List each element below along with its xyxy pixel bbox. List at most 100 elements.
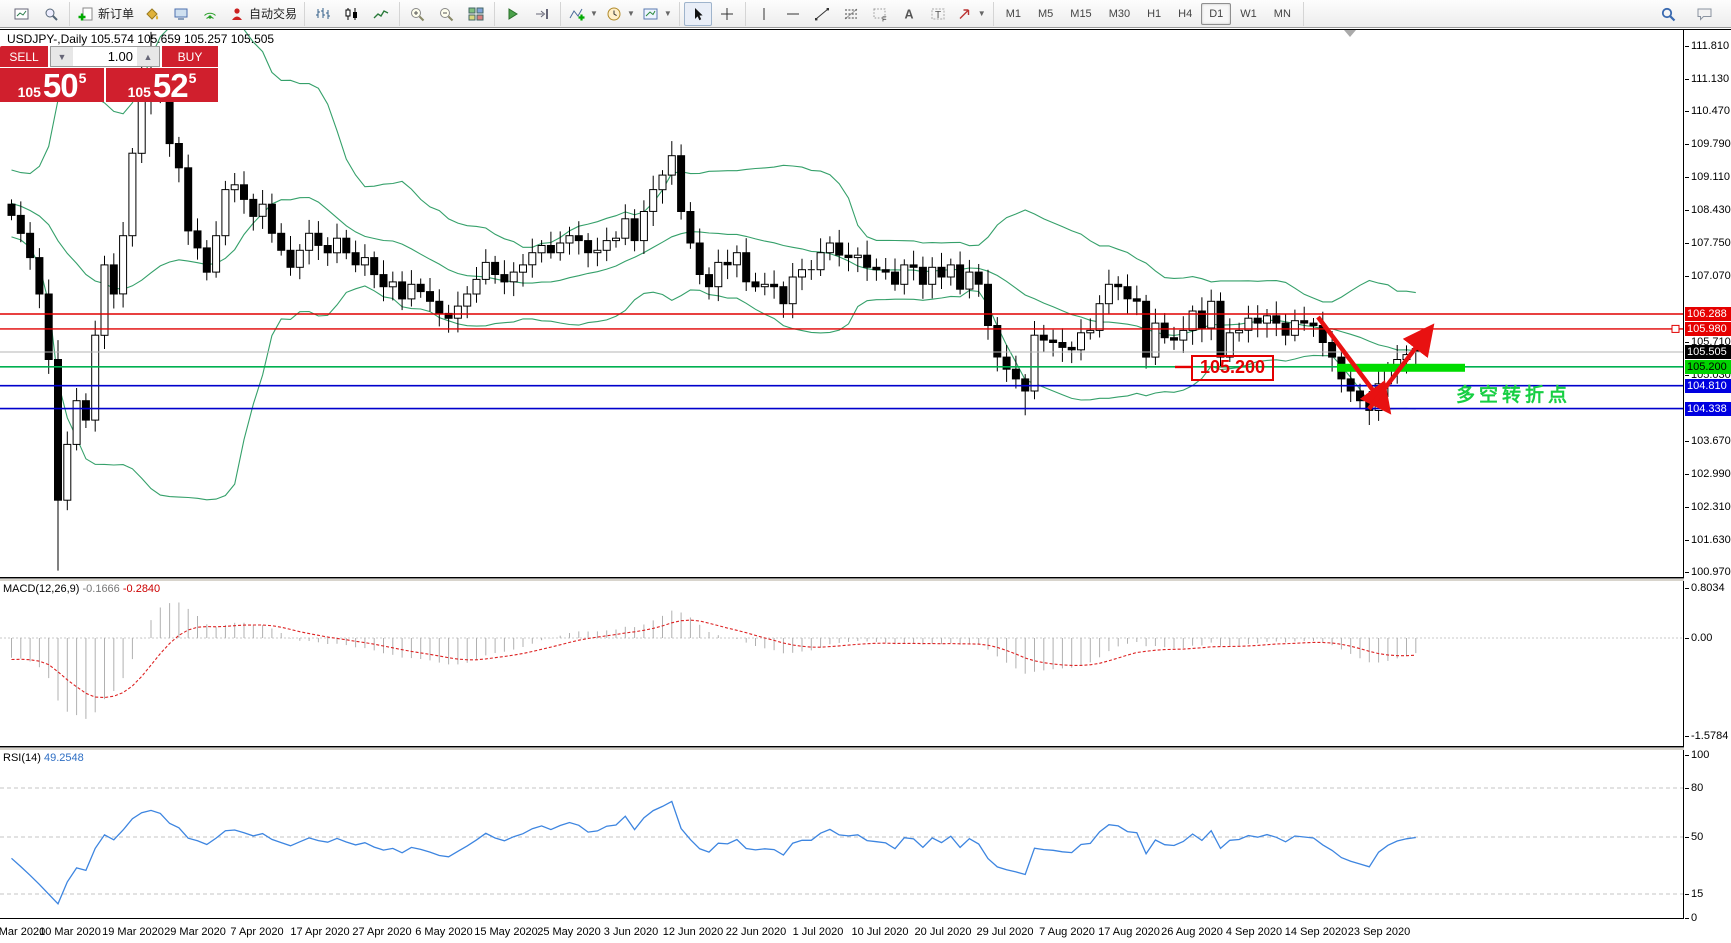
- rsi-canvas[interactable]: [0, 750, 1683, 918]
- terminal-icon: [172, 6, 190, 22]
- svg-text:A: A: [904, 7, 913, 21]
- volume-input[interactable]: 1.00: [107, 49, 133, 64]
- zoom-out-button[interactable]: [433, 2, 461, 26]
- search-icon: [1660, 6, 1678, 22]
- timeframe-W1-button[interactable]: W1: [1240, 7, 1257, 20]
- rsi-label: RSI(14) 49.2548: [3, 752, 84, 764]
- date-label: 22 Jun 2020: [725, 926, 787, 938]
- sell-price-display[interactable]: 105 50 5: [0, 68, 104, 102]
- tile-windows-button[interactable]: [462, 2, 490, 26]
- vertical-line-button[interactable]: [750, 2, 778, 26]
- indicators-button[interactable]: ▼: [565, 2, 601, 26]
- candle-chart-button[interactable]: [338, 2, 366, 26]
- sell-button[interactable]: SELL: [0, 46, 48, 67]
- axis-tick: [1685, 243, 1689, 244]
- buy-button[interactable]: BUY: [162, 46, 218, 67]
- pane-splitter[interactable]: [0, 747, 1684, 750]
- timeframe-H1-button[interactable]: H1: [1147, 7, 1162, 20]
- axis-tick: [1685, 474, 1689, 475]
- one-click-trade-panel: SELL ▼ 1.00 ▲ BUY 105 50 5 105 52 5: [0, 46, 218, 102]
- chat-button[interactable]: [1691, 2, 1719, 26]
- date-label: 27 Apr 2020: [352, 926, 412, 938]
- volume-increase-button[interactable]: ▲: [137, 47, 159, 66]
- volume-decrease-button[interactable]: ▼: [51, 47, 73, 66]
- macd-tick-label: 0.00: [1691, 632, 1713, 644]
- cursor-button[interactable]: [683, 1, 712, 26]
- horizontal-line-button[interactable]: [779, 2, 807, 26]
- terminal-button[interactable]: [167, 2, 195, 26]
- axis-tick: [1685, 638, 1689, 639]
- templates-button[interactable]: ▼: [639, 2, 675, 26]
- timeframe-M30-button[interactable]: M30: [1108, 7, 1131, 20]
- auto-scroll-button[interactable]: [499, 2, 527, 26]
- trend-line-button[interactable]: [808, 2, 836, 26]
- axis-tick: [1685, 111, 1689, 112]
- toolbar-group: [495, 1, 562, 26]
- styler-button[interactable]: [138, 2, 166, 26]
- indicators-icon: [568, 6, 586, 22]
- price-chart-canvas[interactable]: [0, 30, 1683, 577]
- macd-tick-label: 0.8034: [1691, 582, 1725, 594]
- text-label-icon: T: [929, 6, 947, 22]
- date-label: 23 Sep 2020: [1347, 926, 1411, 938]
- price-tag-105.200: 105.200: [1685, 360, 1731, 374]
- timeframe-M15-button[interactable]: M15: [1070, 7, 1092, 20]
- sell-price-pips: 50: [42, 67, 79, 104]
- macd-pane[interactable]: MACD(12,26,9) -0.1666 -0.2840: [0, 581, 1684, 747]
- buy-price-point: 5: [188, 70, 197, 86]
- zoom-in-button[interactable]: [404, 2, 432, 26]
- search-button[interactable]: [1655, 2, 1683, 26]
- price-tick-label: 107.750: [1691, 237, 1731, 249]
- new-order-button[interactable]: 新订单: [74, 2, 137, 26]
- turning-point-annotation[interactable]: 多空转折点: [1456, 385, 1572, 406]
- axis-tick: [1685, 755, 1689, 756]
- bar-chart-button[interactable]: [309, 2, 337, 26]
- timeframe-M1-button[interactable]: M1: [1005, 7, 1021, 20]
- new-order-icon: [77, 6, 95, 22]
- profile-search-button[interactable]: [37, 2, 65, 26]
- text-label-button[interactable]: T: [924, 2, 952, 26]
- buy-price-display[interactable]: 105 52 5: [106, 68, 218, 102]
- periods-icon: [605, 6, 623, 22]
- date-label: 6 May 2020: [415, 926, 473, 938]
- pane-splitter[interactable]: [0, 578, 1684, 581]
- price-level-callout[interactable]: 105.200: [1191, 355, 1274, 381]
- text-button[interactable]: A: [895, 2, 923, 26]
- line-chart-button[interactable]: [367, 2, 395, 26]
- axis-tick: [1685, 540, 1689, 541]
- date-label: 15 May 2020: [474, 926, 538, 938]
- timeframe-MN-button[interactable]: MN: [1273, 7, 1291, 20]
- crosshair-button[interactable]: [713, 2, 741, 26]
- macd-canvas[interactable]: [0, 581, 1683, 746]
- timeframe-D1-button[interactable]: D1: [1201, 2, 1232, 25]
- axis-tick: [1685, 572, 1689, 573]
- timeframe-M5-button[interactable]: M5: [1038, 7, 1054, 20]
- arrows-button[interactable]: ▼: [953, 2, 989, 26]
- rsi-pane[interactable]: RSI(14) 49.2548: [0, 750, 1684, 919]
- toolbar-group: [305, 1, 401, 26]
- axis-tick: [1685, 210, 1689, 211]
- auto-scroll-icon: [504, 6, 522, 22]
- auto-trading-button[interactable]: 自动交易: [225, 2, 300, 26]
- chart-title: USDJPY-,Daily 105.574 105.659 105.257 10…: [7, 32, 275, 46]
- signal-button[interactable]: [196, 2, 224, 26]
- price-tick-label: 103.670: [1691, 435, 1731, 447]
- tile-windows-icon: [467, 6, 485, 22]
- periods-button[interactable]: ▼: [602, 2, 638, 26]
- new-chart-button[interactable]: [8, 2, 36, 26]
- buy-price-figure: 105: [127, 84, 151, 100]
- chart-shift-button[interactable]: [528, 2, 556, 26]
- price-tag-105.505: 105.505: [1685, 345, 1731, 359]
- timeframe-H4-button[interactable]: H4: [1178, 7, 1193, 20]
- date-label: 10 Jul 2020: [851, 926, 909, 938]
- chat-icon: [1696, 6, 1714, 22]
- fibonacci-button[interactable]: [837, 2, 865, 26]
- main-chart-pane[interactable]: USDJPY-,Daily 105.574 105.659 105.257 10…: [0, 30, 1684, 578]
- time-axis[interactable]: Mar 2020 10 Mar 2020 19 Mar 2020 29 Mar 202…: [0, 922, 1684, 943]
- price-tick-label: 109.790: [1691, 138, 1731, 150]
- price-tag-106.288: 106.288: [1685, 307, 1731, 321]
- equidistant-grid-button[interactable]: F: [866, 2, 894, 26]
- window-grip-icon[interactable]: [1344, 30, 1356, 37]
- rsi-tick-label: 100: [1691, 749, 1710, 761]
- bar-chart-icon: [314, 6, 332, 22]
